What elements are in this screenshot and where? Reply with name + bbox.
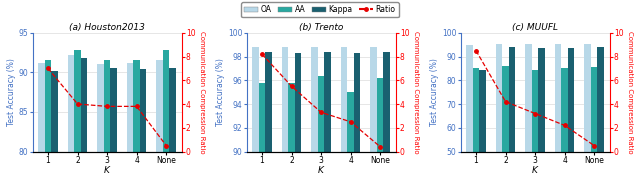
Bar <box>51 71 58 182</box>
Bar <box>479 70 486 182</box>
Bar <box>538 48 545 182</box>
Bar <box>81 58 87 182</box>
Legend: OA, AA, Kappa, Ratio: OA, AA, Kappa, Ratio <box>241 2 399 17</box>
Bar <box>140 69 147 182</box>
Bar <box>561 68 568 182</box>
Y-axis label: Test Accuracy (%): Test Accuracy (%) <box>430 58 439 126</box>
Bar <box>259 83 265 182</box>
Bar <box>295 53 301 182</box>
Bar <box>104 60 110 182</box>
Y-axis label: Test Accuracy (%): Test Accuracy (%) <box>7 58 16 126</box>
Bar <box>265 52 272 182</box>
Bar <box>45 60 51 182</box>
Bar <box>74 50 81 182</box>
Bar <box>38 63 45 182</box>
Bar <box>383 52 390 182</box>
Bar <box>163 50 170 182</box>
Bar <box>156 60 163 182</box>
Bar <box>466 45 473 182</box>
Bar <box>591 67 597 182</box>
Bar <box>170 68 176 182</box>
Bar <box>288 83 295 182</box>
Y-axis label: Communication Compression Ratio: Communication Compression Ratio <box>199 31 205 153</box>
Bar <box>371 47 377 182</box>
Bar <box>525 44 532 182</box>
Bar <box>502 66 509 182</box>
Bar <box>68 55 74 182</box>
Bar <box>110 68 117 182</box>
X-axis label: K: K <box>318 166 324 175</box>
Bar <box>555 44 561 182</box>
Bar <box>133 60 140 182</box>
Title: (b) Trento: (b) Trento <box>299 23 343 32</box>
Bar <box>324 52 331 182</box>
Y-axis label: Test Accuracy (%): Test Accuracy (%) <box>216 58 225 126</box>
Bar <box>252 47 259 182</box>
Bar <box>377 78 383 182</box>
Bar <box>568 48 574 182</box>
Bar <box>532 70 538 182</box>
Bar <box>348 92 354 182</box>
Bar <box>97 64 104 182</box>
X-axis label: K: K <box>104 166 110 175</box>
Bar <box>318 76 324 182</box>
Bar <box>311 47 318 182</box>
Y-axis label: Communication Compression Ratio: Communication Compression Ratio <box>413 31 419 153</box>
Bar <box>127 63 133 182</box>
Bar <box>473 68 479 182</box>
Bar <box>282 47 288 182</box>
Y-axis label: Communication Compression Ratio: Communication Compression Ratio <box>627 31 633 153</box>
Bar <box>509 47 515 182</box>
Title: (a) Houston2013: (a) Houston2013 <box>69 23 145 32</box>
Bar <box>496 44 502 182</box>
Bar <box>354 53 360 182</box>
Bar <box>584 44 591 182</box>
Bar <box>341 47 348 182</box>
Title: (c) MUUFL: (c) MUUFL <box>512 23 558 32</box>
X-axis label: K: K <box>532 166 538 175</box>
Bar <box>597 48 604 182</box>
